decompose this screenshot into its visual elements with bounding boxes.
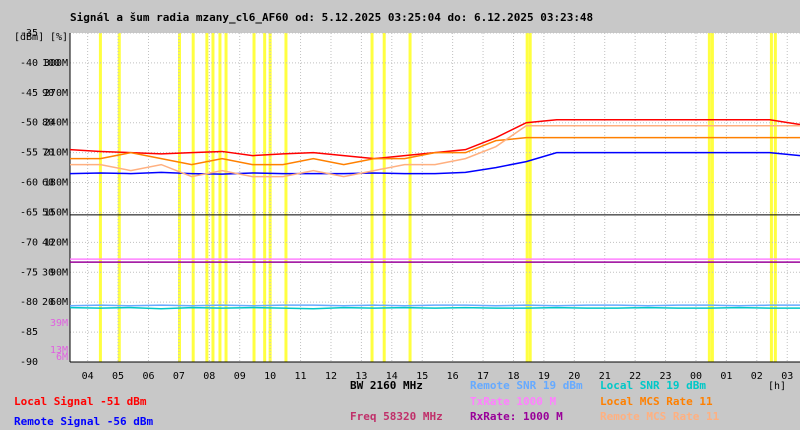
x-tick-label: 12 [325, 371, 337, 382]
highlight-band [117, 33, 121, 362]
legend-entry: Local SNR 19 dBm [600, 379, 706, 392]
highlight-band [218, 33, 222, 362]
x-tick-label: 14 [386, 371, 398, 382]
x-tick-label: 17 [477, 371, 489, 382]
highlight-band [98, 33, 102, 362]
highlight-band [268, 33, 272, 362]
highlight-band [252, 33, 256, 362]
mcs-tick-label: 6M [56, 352, 68, 363]
rate-tick-label: 270M [44, 88, 68, 99]
y-tick-label: -80 [20, 297, 38, 308]
legend-entry: Local Signal -51 dBm [14, 395, 147, 408]
y-tick-label: -50 [20, 118, 38, 129]
pct-tick-label: 40 [42, 237, 54, 248]
x-tick-label: 00 [690, 371, 702, 382]
x-tick-label: 07 [173, 371, 185, 382]
highlight-band [773, 33, 777, 362]
x-tick-label: 08 [203, 371, 215, 382]
legend-entry: RxRate: 1000 M [470, 410, 563, 423]
rate-tick-label: 150M [44, 207, 68, 218]
x-tick-label: 18 [507, 371, 519, 382]
highlight-band [370, 33, 374, 362]
y-tick-label: -40 [20, 58, 38, 69]
y-unit: [%] [50, 32, 68, 43]
x-tick-label: 06 [142, 371, 154, 382]
highlight-band [710, 33, 714, 362]
x-tick-label: 16 [447, 371, 459, 382]
x-tick-label: 23 [660, 371, 672, 382]
rate-tick-label: 240M [44, 118, 68, 129]
highlight-band [205, 33, 209, 362]
mcs-tick-label: 39M [50, 318, 68, 329]
highlight-band [178, 33, 181, 362]
highlight-band [263, 33, 267, 362]
pct-tick-label: 60 [42, 178, 54, 189]
pct-tick-label: 90 [42, 88, 54, 99]
y-unit: [dBm] [14, 32, 44, 43]
info-label: Freq 58320 MHz [350, 410, 443, 423]
highlight-band [284, 33, 288, 362]
y-tick-label: -85 [20, 327, 38, 338]
legend-entry: Remote SNR 19 dBm [470, 379, 583, 392]
x-tick-label: 11 [295, 371, 307, 382]
x-tick-label: 15 [416, 371, 428, 382]
x-tick-label: 02 [751, 371, 763, 382]
rate-tick-label: 300M [44, 58, 68, 69]
highlight-band [769, 33, 773, 362]
y-tick-label: -65 [20, 207, 38, 218]
series-line [69, 304, 800, 307]
highlight-band [191, 33, 195, 362]
rate-tick-label: 120M [44, 237, 68, 248]
x-tick-label: 04 [82, 371, 94, 382]
x-tick-label: 22 [629, 371, 641, 382]
info-label: BW 2160 MHz [350, 379, 423, 392]
x-tick-label: 03 [781, 371, 793, 382]
legend-entry: Remote Signal -56 dBm [14, 415, 153, 428]
legend-entry: TxRate 1000 M [470, 395, 556, 408]
y-tick-label: -55 [20, 148, 38, 159]
rate-tick-label: 90M [50, 267, 68, 278]
rate-tick-label: 180M [44, 178, 68, 189]
pct-tick-label: 70 [42, 148, 54, 159]
x-tick-label: 05 [112, 371, 124, 382]
rate-tick-label: 210M [44, 148, 68, 159]
pct-tick-label: 30 [42, 267, 54, 278]
highlight-band [528, 33, 532, 362]
highlight-band [707, 33, 711, 362]
y-tick-label: -35 [20, 28, 38, 39]
y-tick-label: -45 [20, 88, 38, 99]
highlight-band [408, 33, 412, 362]
pct-tick-label: 80 [42, 118, 54, 129]
y-tick-label: -60 [20, 178, 38, 189]
rate-tick-label: 60M [50, 297, 68, 308]
x-tick-label: 01 [720, 371, 732, 382]
series-line [70, 124, 800, 178]
pct-tick-label: 100 [42, 58, 60, 69]
series-line [69, 151, 800, 175]
y-tick-label: -90 [20, 357, 38, 368]
highlight-band [211, 33, 215, 362]
y-tick-label: -70 [20, 237, 38, 248]
x-tick-label: 09 [234, 371, 246, 382]
legend-entry: Local MCS Rate 11 [600, 395, 713, 408]
x-tick-label: 10 [264, 371, 276, 382]
series-line [69, 306, 800, 310]
highlight-band [382, 33, 386, 362]
y-tick-label: -75 [20, 267, 38, 278]
series-line [70, 136, 800, 166]
x-unit: [h] [768, 381, 786, 392]
x-tick-label: 19 [538, 371, 550, 382]
highlight-band [224, 33, 228, 362]
pct-tick-label: 50 [42, 207, 54, 218]
highlight-band [525, 33, 529, 362]
mcs-tick-label: 13M [50, 345, 68, 356]
x-tick-label: 21 [599, 371, 611, 382]
x-tick-label: 13 [355, 371, 367, 382]
legend-entry: Remote MCS Rate 11 [600, 410, 720, 423]
x-tick-label: 20 [568, 371, 580, 382]
pct-tick-label: 20 [42, 297, 54, 308]
chart-title: Signál a šum radia mzany_cl6_AF60 od: 5.… [70, 11, 593, 24]
